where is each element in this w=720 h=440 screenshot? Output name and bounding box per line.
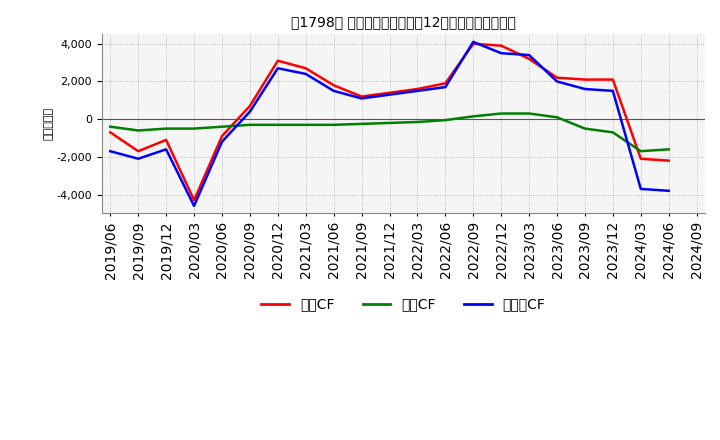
投資CF — [190, 126, 199, 131]
営業CF — [469, 41, 477, 46]
フリーCF — [553, 79, 562, 84]
投資CF — [329, 122, 338, 128]
投資CF — [302, 122, 310, 128]
投資CF — [385, 120, 394, 125]
フリーCF — [329, 88, 338, 94]
フリーCF — [441, 84, 450, 90]
営業CF — [665, 158, 673, 163]
フリーCF — [413, 88, 422, 94]
営業CF — [441, 81, 450, 86]
投資CF — [580, 126, 589, 131]
営業CF — [217, 133, 226, 139]
営業CF — [302, 66, 310, 71]
フリーCF — [636, 186, 645, 191]
投資CF — [441, 117, 450, 123]
フリーCF — [106, 149, 114, 154]
投資CF — [357, 121, 366, 127]
営業CF — [608, 77, 617, 82]
Legend: 営業CF, 投資CF, フリーCF: 営業CF, 投資CF, フリーCF — [256, 292, 551, 317]
営業CF — [357, 94, 366, 99]
投資CF — [665, 147, 673, 152]
投資CF — [469, 114, 477, 119]
営業CF — [190, 198, 199, 203]
営業CF — [580, 77, 589, 82]
投資CF — [525, 111, 534, 116]
Title: 【1798】 キャッシュフローの12か月移動合計の推移: 【1798】 キャッシュフローの12か月移動合計の推移 — [291, 15, 516, 29]
投資CF — [134, 128, 143, 133]
営業CF — [413, 86, 422, 92]
フリーCF — [246, 109, 254, 114]
投資CF — [217, 124, 226, 129]
フリーCF — [385, 92, 394, 97]
投資CF — [106, 124, 114, 129]
フリーCF — [302, 71, 310, 77]
営業CF — [525, 56, 534, 62]
営業CF — [162, 137, 171, 143]
フリーCF — [134, 156, 143, 161]
営業CF — [246, 103, 254, 109]
フリーCF — [357, 96, 366, 101]
Line: 営業CF: 営業CF — [110, 44, 669, 200]
投資CF — [274, 122, 282, 128]
投資CF — [162, 126, 171, 131]
フリーCF — [525, 52, 534, 58]
フリーCF — [217, 139, 226, 144]
営業CF — [329, 83, 338, 88]
フリーCF — [162, 147, 171, 152]
フリーCF — [580, 86, 589, 92]
営業CF — [636, 156, 645, 161]
投資CF — [413, 119, 422, 125]
投資CF — [246, 122, 254, 128]
営業CF — [274, 58, 282, 63]
投資CF — [497, 111, 505, 116]
フリーCF — [665, 188, 673, 194]
フリーCF — [469, 39, 477, 44]
フリーCF — [608, 88, 617, 94]
Y-axis label: （百万円）: （百万円） — [44, 107, 54, 140]
フリーCF — [190, 203, 199, 209]
営業CF — [106, 130, 114, 135]
フリーCF — [497, 51, 505, 56]
投資CF — [608, 130, 617, 135]
Line: フリーCF: フリーCF — [110, 42, 669, 206]
Line: 投資CF: 投資CF — [110, 114, 669, 151]
営業CF — [553, 75, 562, 81]
フリーCF — [274, 66, 282, 71]
投資CF — [636, 149, 645, 154]
営業CF — [134, 149, 143, 154]
営業CF — [497, 43, 505, 48]
投資CF — [553, 115, 562, 120]
営業CF — [385, 90, 394, 95]
